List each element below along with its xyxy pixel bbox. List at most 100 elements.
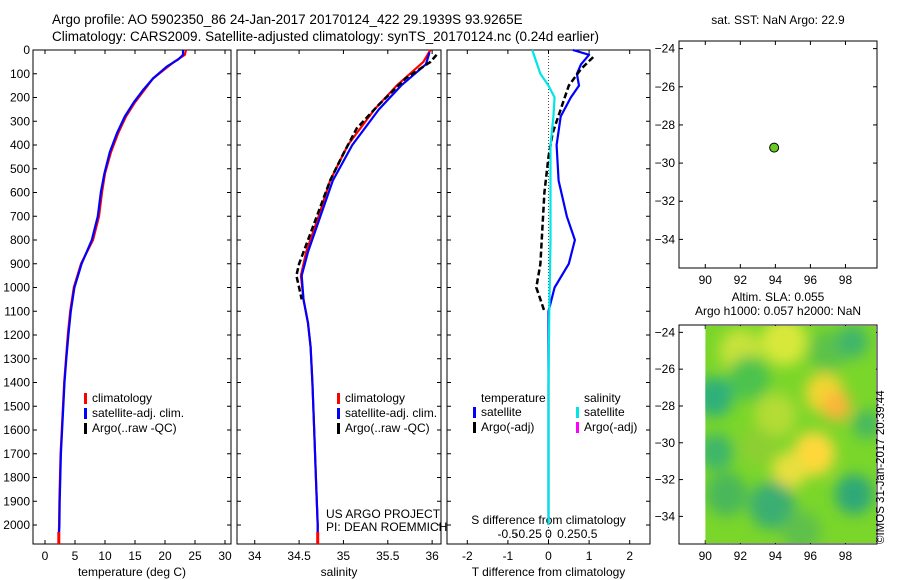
depth-tick-label: 1700	[3, 447, 30, 461]
argo-location-dot	[769, 142, 780, 153]
depth-tick-label: 1300	[3, 352, 30, 366]
depth-tick-label: 1500	[3, 399, 30, 413]
diff-legend-label: Argo(-adj)	[584, 420, 637, 434]
temperature-profile-clim-bottom-mark	[57, 532, 61, 544]
map-title: sat. SST: NaN Argo: 22.9	[711, 13, 845, 27]
temperature-profile-xtick-label: 15	[128, 549, 142, 563]
header-line-1: Argo profile: AO 5902350_86 24-Jan-2017 …	[52, 12, 523, 27]
depth-tick-label: 100	[10, 67, 30, 81]
temperature-profile-frame	[32, 49, 232, 545]
difference-profile-xlabel: T difference from climatology	[472, 565, 626, 579]
salinity-profile-series-argo-raw-qc-	[295, 53, 438, 300]
salinity-profile-xtick-label: 34	[248, 549, 262, 563]
temperature-profile-xlabel: temperature (deg C)	[78, 565, 186, 579]
depth-tick-label: 1900	[3, 494, 30, 508]
heatmap-cell	[782, 510, 821, 543]
diff-legend-label: satellite	[584, 405, 625, 419]
depth-tick-label: 1400	[3, 376, 30, 390]
temperature-profile-series-satellite-adj-clim-	[58, 50, 185, 533]
depth-tick-label: 400	[10, 138, 30, 152]
temp-legend-swatch	[84, 408, 87, 419]
sal-legend-label: Argo(..raw -QC)	[345, 421, 430, 435]
location-map-xtick-label: 98	[839, 273, 853, 287]
salinity-profile-series-satellite-adj-clim-	[300, 52, 431, 533]
location-map-xtick-label: 90	[699, 273, 713, 287]
header-line-2: Climatology: CARS2009. Satellite-adjuste…	[52, 29, 600, 44]
salinity-profile-xtick-label: 34.5	[287, 549, 311, 563]
sla-map-xtick-label: 96	[804, 549, 818, 563]
temp-legend-label: satellite-adj. clim.	[92, 406, 184, 420]
temp-legend-label: Argo(..raw -QC)	[92, 421, 177, 435]
diff-legend-title-salinity: salinity	[584, 391, 621, 405]
sla-map-ytick-label: −24	[655, 325, 676, 339]
diff-legend-title-temperature: temperature	[481, 391, 546, 405]
sla-subtitle: Argo h1000: 0.057 h2000: NaN	[695, 304, 861, 318]
diff-legend-swatch	[576, 422, 579, 433]
temp-legend-swatch	[84, 423, 87, 434]
sla-map-xtick-label: 92	[734, 549, 748, 563]
location-map-ytick-label: −34	[655, 232, 676, 246]
depth-tick-label: 1000	[3, 281, 30, 295]
difference-profile-xtick-label: 0	[545, 549, 552, 563]
sla-map-ytick-label: −30	[655, 436, 676, 450]
location-map-frame	[678, 40, 878, 269]
sla-title: Altim. SLA: 0.055	[732, 290, 825, 304]
location-map-ytick-label: −26	[655, 80, 676, 94]
depth-tick-label: 600	[10, 186, 30, 200]
difference-profile-series-argo-adj-t-	[535, 56, 595, 312]
diff-legend-swatch	[473, 422, 476, 433]
salinity-profile-clim-bottom-mark	[316, 532, 320, 544]
temperature-profile-xtick-label: 10	[98, 549, 112, 563]
temperature-profile-xtick-label: 20	[158, 549, 172, 563]
heatmap-cell	[705, 376, 734, 418]
heatmap-cell	[705, 472, 748, 517]
project-credit: US ARGO PROJECT	[326, 507, 441, 521]
depth-tick-label: 1200	[3, 328, 30, 342]
location-map-xtick-label: 96	[804, 273, 818, 287]
pi-credit: PI: DEAN ROEMMICH	[326, 520, 448, 534]
depth-tick-label: 1600	[3, 423, 30, 437]
sdiff-tick-label: -0.25	[515, 527, 543, 541]
temperature-profile-xtick-label: 30	[218, 549, 232, 563]
difference-profile-series-satellite-s-	[531, 49, 556, 525]
depth-tick-label: 0	[23, 43, 30, 57]
location-map-xtick-label: 94	[769, 273, 783, 287]
heatmap-cell	[834, 474, 874, 515]
depth-tick-label: 800	[10, 233, 30, 247]
diff-legend-label: Argo(-adj)	[481, 420, 534, 434]
location-map-xtick-label: 92	[734, 273, 748, 287]
sla-map-ytick-label: −26	[655, 362, 676, 376]
sla-map-frame	[678, 324, 878, 545]
difference-profile-xtick-label: 2	[626, 549, 633, 563]
sal-legend-label: climatology	[345, 391, 405, 405]
sla-heatmap	[705, 326, 877, 543]
heatmap-cell	[705, 433, 734, 471]
temperature-profile-xtick-label: 0	[42, 549, 49, 563]
heatmap-cell	[761, 326, 807, 366]
depth-tick-label: 300	[10, 114, 30, 128]
salinity-profile-xlabel: salinity	[321, 565, 358, 579]
salinity-profile-xtick-label: 36	[425, 549, 439, 563]
depth-tick-label: 1800	[3, 471, 30, 485]
heatmap-cell	[771, 451, 807, 489]
depth-tick-label: 1100	[4, 304, 30, 318]
diff-legend-label: satellite	[481, 405, 522, 419]
location-map-ytick-label: −32	[655, 194, 676, 208]
heatmap-cell	[822, 391, 851, 421]
temperature-profile-xtick-label: 5	[72, 549, 79, 563]
sla-map-ytick-label: −34	[655, 509, 676, 523]
heatmap-cell	[836, 326, 869, 359]
diff-legend-swatch	[473, 407, 476, 418]
depth-tick-label: 700	[10, 209, 30, 223]
sal-legend-label: satellite-adj. clim.	[345, 406, 437, 420]
depth-tick-label: 200	[10, 91, 30, 105]
heatmap-field	[705, 326, 877, 543]
temp-legend-swatch	[84, 393, 87, 404]
salinity-profile-series-climatology	[299, 49, 432, 540]
salinity-profile-xtick-label: 35.5	[376, 549, 400, 563]
sdiff-tick-label: -0.5	[498, 527, 519, 541]
temp-legend-label: climatology	[92, 391, 152, 405]
heatmap-cell	[852, 409, 877, 440]
difference-profile-xtick-label: -2	[462, 549, 473, 563]
